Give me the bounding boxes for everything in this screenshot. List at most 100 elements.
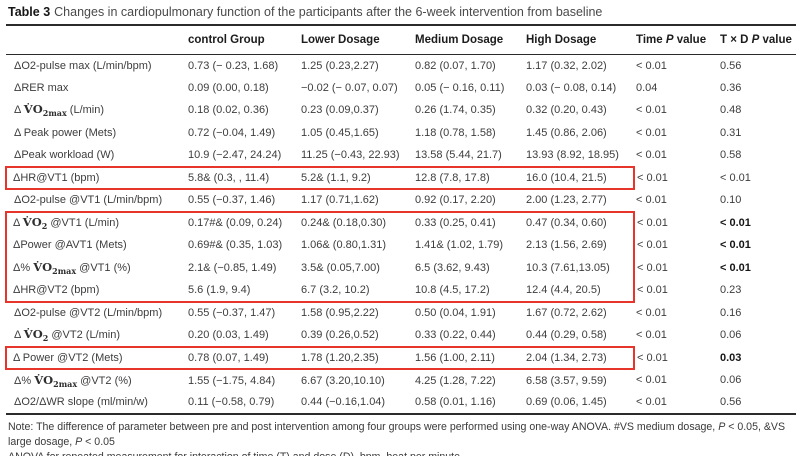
cell-high-dosage: 0.03 (− 0.08, 0.14) [526, 81, 617, 94]
cell-medium-dosage: 0.82 (0.07, 1.70) [415, 59, 496, 72]
cell-high-dosage: 0.69 (0.06, 1.45) [526, 396, 607, 409]
cell-lower-dosage: 1.17 (0.71,1.62) [301, 194, 379, 207]
cell-medium-dosage: 0.05 (− 0.16, 0.11) [415, 81, 505, 94]
cell-txd-p-value: 0.03 [720, 351, 742, 364]
cell-time-p-value: < 0.01 [637, 351, 668, 364]
table-row: ΔRER max 0.09 (0.00, 0.18) −0.02 (− 0.07, … [6, 77, 796, 100]
footnote-abbreviations: ANOVA for repeated measurement for inter… [8, 450, 792, 456]
row-label: ΔHR@VT1 (bpm) [5, 165, 186, 190]
row-label: ΔO2/ΔWR slope (ml/min/w) [14, 396, 148, 409]
cell-high-dosage: 2.13 (1.56, 2.69) [524, 234, 635, 257]
cell-lower-dosage: 1.06& (0.80,1.31) [301, 239, 387, 252]
cell-medium-dosage: 6.5 (3.62, 9.43) [415, 261, 490, 274]
table-row: ΔO2-pulse max (L/min/bpm) 0.73 (− 0.23, 1… [6, 54, 796, 77]
table-row: Δ V̇O2 @VT2 (L/min) 0.20 (0.03, 1.49) 0.39… [6, 324, 796, 347]
cell-lower-dosage: 0.23 (0.09,0.37) [301, 104, 379, 117]
cell-txd-p-value: 0.06 [720, 374, 742, 387]
cell-txd-p-value: < 0.01 [720, 261, 751, 274]
table-body: ΔO2-pulse max (L/min/bpm) 0.73 (− 0.23, 1… [5, 54, 796, 414]
header-row: control Group Lower Dosage Medium Dosage… [6, 24, 796, 55]
row-label: ΔRER max [14, 81, 69, 94]
cell-txd-p-value: 0.16 [720, 306, 742, 319]
table-row: ΔPower @AVT1 (Mets) 0.69#& (0.35, 1.03) 1.… [5, 234, 796, 257]
row-label: ΔPower @AVT1 (Mets) [5, 234, 186, 257]
results-table: control Group Lower Dosage Medium Dosage… [5, 24, 796, 415]
cell-control-group: 0.11 (−0.58, 0.79) [188, 396, 275, 409]
column-header-medium-dosage: Medium Dosage [413, 24, 524, 55]
cell-medium-dosage: 1.18 (0.78, 1.58) [415, 126, 496, 139]
cell-control-group: 2.1& (−0.85, 1.49) [188, 261, 277, 274]
cell-time-p-value: 0.04 [636, 81, 658, 94]
table-caption: Table 3 Changes in cardiopulmonary functi… [5, 4, 795, 24]
table-row: Δ% V̇O2max @VT1 (%) 2.1& (−0.85, 1.49) 3.5… [5, 256, 796, 279]
table-row: Δ Power @VT2 (Mets) 0.78 (0.07, 1.49) 1.78… [5, 345, 796, 370]
cell-medium-dosage: 0.33 (0.25, 0.41) [413, 210, 524, 234]
column-header-parameter [6, 24, 186, 55]
cell-time-p-value: < 0.01 [637, 284, 668, 297]
cell-medium-dosage: 1.41& (1.02, 1.79) [415, 239, 504, 252]
cell-control-group: 0.73 (− 0.23, 1.68) [188, 59, 279, 72]
table-footnotes: Note: The difference of parameter betwee… [5, 415, 795, 456]
cell-high-dosage: 12.4 (4.4, 20.5) [524, 279, 635, 303]
cell-medium-dosage: 0.92 (0.17, 2.20) [415, 194, 496, 207]
column-header-high-dosage: High Dosage [524, 24, 634, 55]
cell-lower-dosage: 11.25 (−0.43, 22.93) [301, 148, 400, 161]
cell-high-dosage: 10.3 (7.61,13.05) [524, 256, 635, 279]
cell-time-p-value: < 0.01 [636, 149, 667, 162]
cell-lower-dosage: 1.78 (1.20,2.35) [299, 345, 413, 370]
row-label: Δ% V̇O2max @VT2 (%) [14, 372, 132, 389]
cell-high-dosage: 1.45 (0.86, 2.06) [526, 126, 607, 139]
row-label: ΔPeak workload (W) [14, 148, 115, 161]
cell-txd-p-value: < 0.01 [720, 239, 751, 252]
cell-control-group: 0.17#& (0.09, 0.24) [186, 210, 299, 234]
cell-lower-dosage: 6.67 (3.20,10.10) [301, 374, 385, 387]
cell-control-group: 0.69#& (0.35, 1.03) [188, 239, 283, 252]
footnote-anova: Note: The difference of parameter betwee… [8, 421, 786, 449]
cell-lower-dosage: 0.39 (0.26,0.52) [301, 328, 379, 341]
row-label: ΔO2-pulse @VT1 (L/min/bpm) [14, 194, 163, 207]
cell-medium-dosage: 12.8 (7.8, 17.8) [413, 165, 524, 190]
cell-high-dosage: 13.93 (8.92, 18.95) [526, 148, 619, 161]
table-row: ΔPeak workload (W) 10.9 (−2.47, 24.24) 11.… [6, 144, 796, 167]
cell-txd-p-value: 0.56 [720, 59, 742, 72]
cell-lower-dosage: 1.25 (0.23,2.27) [301, 59, 379, 72]
row-label: Δ% V̇O2max @VT1 (%) [5, 256, 186, 279]
row-label: Δ V̇O2 @VT1 (L/min) [5, 210, 186, 234]
cell-time-p-value: < 0.01 [636, 396, 667, 409]
cell-lower-dosage: 0.44 (−0.16,1.04) [301, 396, 386, 409]
row-label: Δ V̇O2max (L/min) [14, 102, 105, 119]
cell-txd-p-value: 0.56 [720, 396, 742, 409]
cell-medium-dosage: 4.25 (1.28, 7.22) [415, 374, 496, 387]
cell-control-group: 0.20 (0.03, 1.49) [188, 328, 269, 341]
cell-lower-dosage: 1.58 (0.95,2.22) [301, 307, 379, 320]
cell-high-dosage: 1.67 (0.72, 2.62) [526, 307, 607, 320]
cell-medium-dosage: 0.58 (0.01, 1.16) [415, 396, 496, 409]
cell-medium-dosage: 0.26 (1.74, 0.35) [415, 104, 496, 117]
cell-txd-p-value: 0.36 [720, 81, 742, 94]
row-label: ΔHR@VT2 (bpm) [5, 279, 186, 303]
cell-control-group: 10.9 (−2.47, 24.24) [188, 148, 282, 161]
table-caption-text: Changes in cardiopulmonary function of t… [54, 5, 603, 19]
cell-control-group: 0.78 (0.07, 1.49) [186, 345, 299, 370]
cell-txd-p-value: 0.58 [720, 149, 742, 162]
table-row: ΔHR@VT1 (bpm) 5.8& (0.3, , 11.4) 5.2& (1.1… [5, 165, 796, 190]
cell-time-p-value: < 0.01 [636, 329, 667, 342]
cell-high-dosage: 0.44 (0.29, 0.58) [526, 328, 607, 341]
row-label: Δ Peak power (Mets) [14, 126, 117, 139]
table-number: Table 3 [8, 5, 51, 19]
cell-lower-dosage: 1.05 (0.45,1.65) [301, 126, 379, 139]
cell-control-group: 1.55 (−1.75, 4.84) [188, 374, 276, 387]
row-label: ΔO2-pulse @VT2 (L/min/bpm) [14, 307, 163, 320]
cell-lower-dosage: 3.5& (0.05,7.00) [301, 261, 380, 274]
cell-lower-dosage: 6.7 (3.2, 10.2) [299, 279, 413, 303]
cell-time-p-value: < 0.01 [636, 306, 667, 319]
cell-control-group: 0.55 (−0.37, 1.46) [188, 194, 276, 207]
cell-txd-p-value: < 0.01 [720, 171, 751, 184]
cell-control-group: 0.55 (−0.37, 1.47) [188, 307, 276, 320]
cell-txd-p-value: 0.48 [720, 104, 742, 117]
column-header-control-group: control Group [186, 24, 299, 55]
column-header-txd-p-value: T × D P value [718, 24, 796, 55]
table-row: ΔO2-pulse @VT2 (L/min/bpm) 0.55 (−0.37, 1… [6, 302, 796, 325]
cell-time-p-value: < 0.01 [636, 59, 667, 72]
cell-lower-dosage: −0.02 (− 0.07, 0.07) [301, 81, 398, 94]
